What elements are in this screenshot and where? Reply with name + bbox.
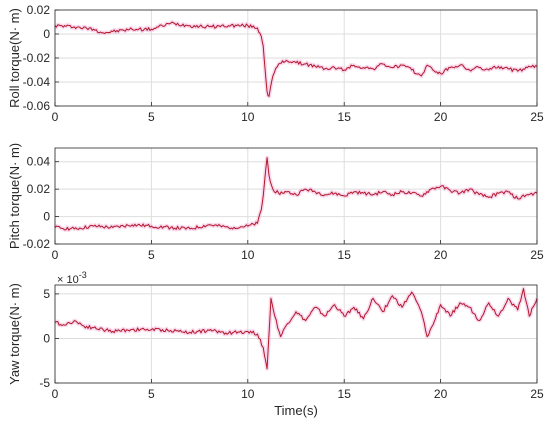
axes-frame	[54, 147, 538, 245]
y-tick-label: -5	[39, 376, 50, 390]
y-tick-label: 0	[43, 210, 50, 224]
x-tick-label: 10	[241, 110, 255, 124]
y-tick-label: -0.04	[23, 75, 51, 89]
x-tick-label: 5	[148, 110, 155, 124]
series-line	[54, 288, 538, 370]
x-tick-label: 5	[148, 387, 155, 401]
y-tick-label: 0	[43, 27, 50, 41]
x-tick-label: 25	[530, 248, 544, 262]
x-tick-label: 0	[52, 387, 59, 401]
y-tick-label: 5	[43, 287, 50, 301]
x-tick-label: 20	[434, 248, 448, 262]
x-tick-label: 20	[434, 110, 448, 124]
x-tick-label: 20	[434, 387, 448, 401]
axes-frame	[54, 284, 538, 384]
y-tick-label: -0.02	[23, 237, 51, 251]
x-tick-label: 25	[530, 110, 544, 124]
x-tick-label: 25	[530, 387, 544, 401]
plot-area	[55, 285, 537, 383]
x-tick-label: 15	[338, 248, 352, 262]
y-axis-label: Yaw torque(N· m)	[7, 283, 22, 385]
axes-frame	[54, 9, 538, 107]
y-tick-label: -0.02	[23, 51, 51, 65]
x-tick-label: 0	[52, 110, 59, 124]
x-tick-label: 15	[338, 387, 352, 401]
y-axis-label: Pitch torque(N· m)	[7, 143, 22, 249]
y-exponent-label: × 10-3	[57, 270, 87, 286]
y-tick-label: 0.04	[27, 155, 51, 169]
y-tick-label: 0.02	[27, 3, 51, 17]
y-tick-label: 0.02	[27, 182, 51, 196]
series-line	[54, 157, 538, 231]
y-axis-label: Roll torque(N· m)	[7, 8, 22, 108]
series-line	[54, 21, 538, 97]
x-tick-label: 10	[241, 248, 255, 262]
y-tick-label: -0.06	[23, 99, 51, 113]
x-tick-label: 10	[241, 387, 255, 401]
y-tick-label: 0	[43, 331, 50, 345]
x-tick-label: 15	[338, 110, 352, 124]
x-axis-label: Time(s)	[274, 403, 318, 418]
x-tick-label: 0	[52, 248, 59, 262]
x-tick-label: 5	[148, 248, 155, 262]
